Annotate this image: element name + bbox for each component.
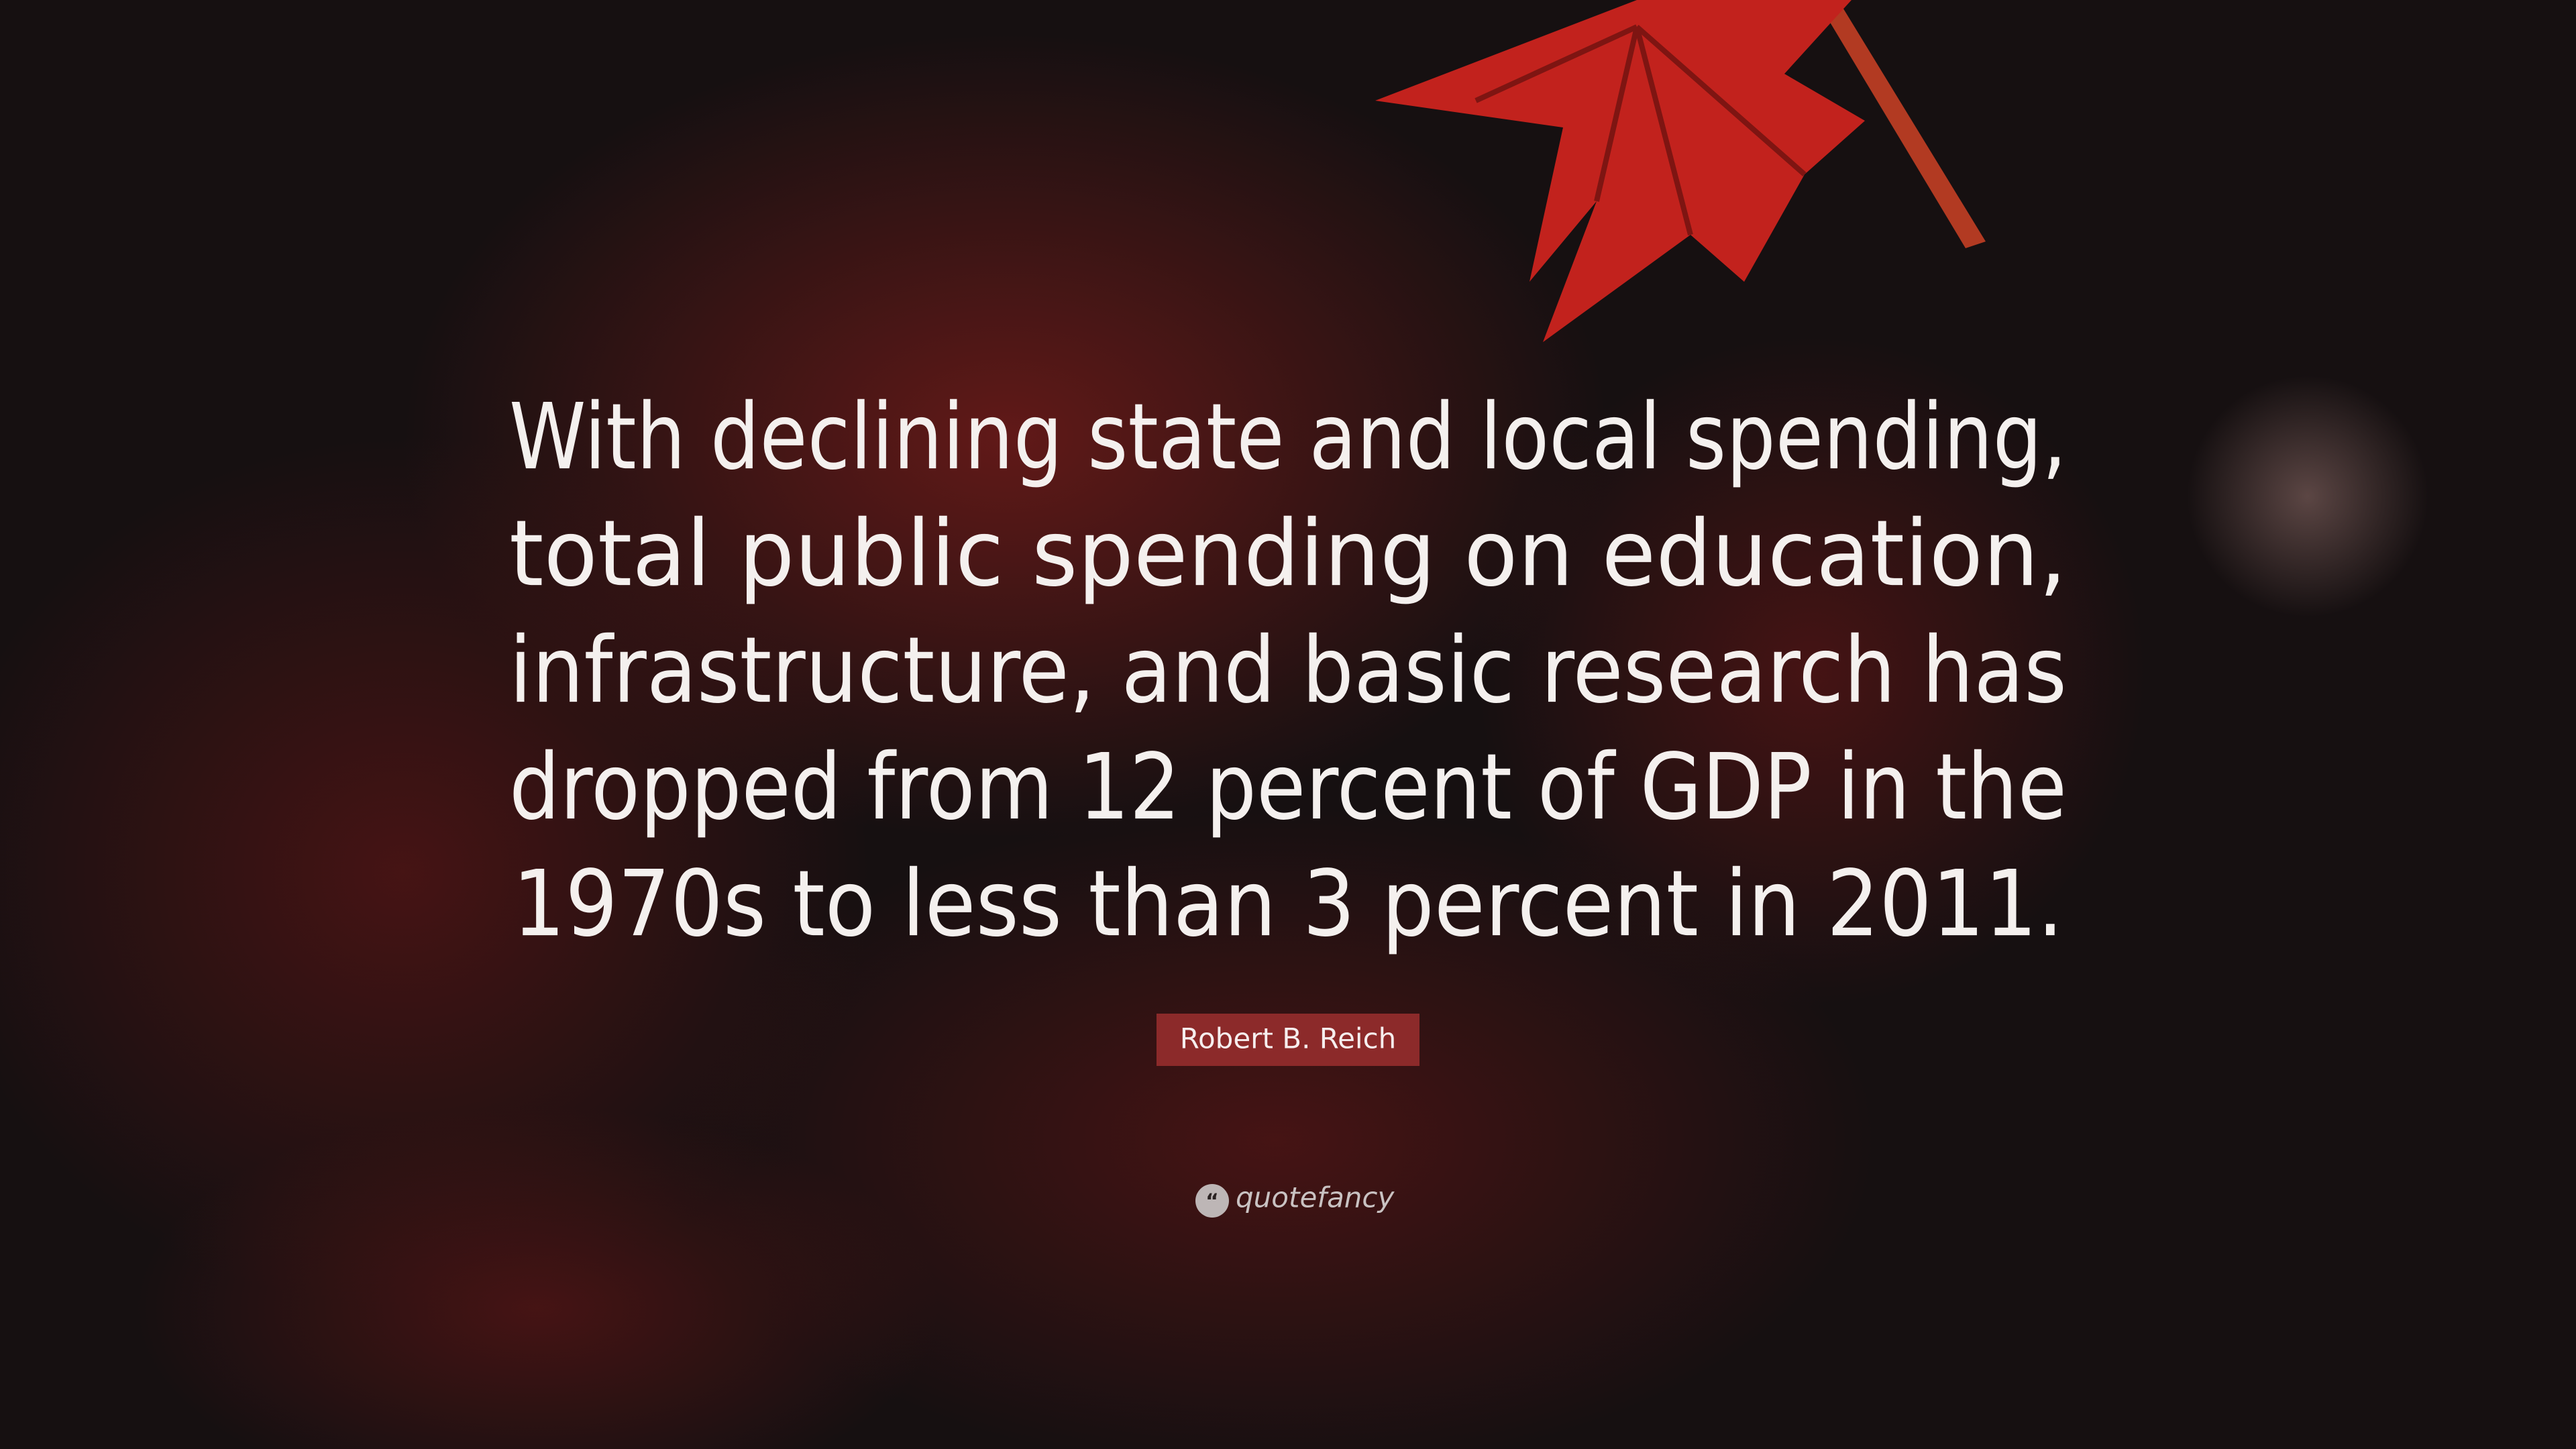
- brand-icon: [1195, 1184, 1229, 1218]
- bokeh: [0, 34, 2428, 1449]
- brand-icon-glyph: “: [1205, 1190, 1219, 1214]
- brand: quotefancy: [1236, 1181, 1395, 1214]
- quote-line: infrastructure, and basic research has: [509, 618, 2067, 724]
- author: Robert B. Reich: [1180, 1022, 1397, 1055]
- leaf: [1375, 0, 1986, 342]
- quote-line: dropped from 12 percent of GDP in the: [509, 735, 2067, 841]
- quote-line: total public spending on education,: [509, 501, 2067, 607]
- author-badge: [1157, 1014, 1419, 1066]
- quote-line: With declining state and local spending,: [509, 384, 2067, 490]
- quote-line: 1970s to less than 3 percent in 2011.: [513, 851, 2063, 957]
